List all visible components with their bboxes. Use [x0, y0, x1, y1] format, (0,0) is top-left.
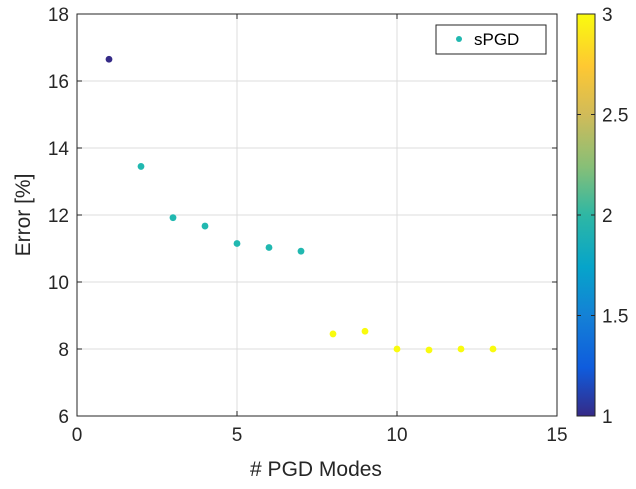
data-point — [393, 345, 401, 353]
legend-label-spgd: sPGD — [474, 30, 519, 49]
colorbar-tick-label: 2 — [602, 206, 613, 227]
data-point — [265, 244, 273, 251]
legend: sPGD — [435, 24, 547, 55]
x-tick-label: 15 — [546, 425, 567, 446]
x-tick-label: 10 — [386, 425, 407, 446]
y-tick-label: 18 — [48, 5, 69, 26]
colorbar: 1 1.5 2 2.5 3 — [576, 5, 628, 428]
data-point — [233, 240, 241, 247]
data-point — [201, 222, 209, 230]
y-tick-label: 10 — [48, 273, 69, 294]
data-points — [105, 55, 497, 354]
data-point — [489, 345, 497, 353]
data-point — [425, 346, 433, 354]
legend-box — [435, 24, 547, 55]
x-tick-label: 5 — [232, 425, 243, 446]
y-tick-label: 12 — [48, 206, 69, 227]
colorbar-tick-label: 2.5 — [602, 106, 628, 127]
data-point — [361, 327, 369, 335]
y-tick-label: 6 — [58, 407, 69, 428]
data-point — [457, 345, 465, 353]
colorbar-tick-label: 3 — [602, 5, 613, 26]
tick-labels: 0 5 10 15 6 8 10 12 14 16 18 — [48, 5, 568, 446]
plot-frame — [76, 13, 558, 417]
y-axis-label: Error [%] — [12, 174, 35, 257]
axes — [76, 13, 558, 417]
data-point — [297, 247, 305, 255]
legend-marker-spgd — [456, 36, 462, 42]
grid — [76, 13, 558, 417]
data-point — [169, 214, 177, 222]
y-tick-label: 16 — [48, 72, 69, 93]
y-tick-label: 14 — [48, 139, 70, 160]
data-point — [105, 55, 113, 63]
data-point — [329, 330, 337, 338]
data-point — [137, 163, 145, 170]
x-axis-label: # PGD Modes — [250, 458, 382, 481]
colorbar-tick-label: 1 — [602, 407, 613, 428]
x-tick-label: 0 — [72, 425, 83, 446]
colorbar-ticks: 1 1.5 2 2.5 3 — [577, 5, 628, 428]
colorbar-tick-label: 1.5 — [602, 307, 628, 328]
y-tick-label: 8 — [58, 340, 69, 361]
